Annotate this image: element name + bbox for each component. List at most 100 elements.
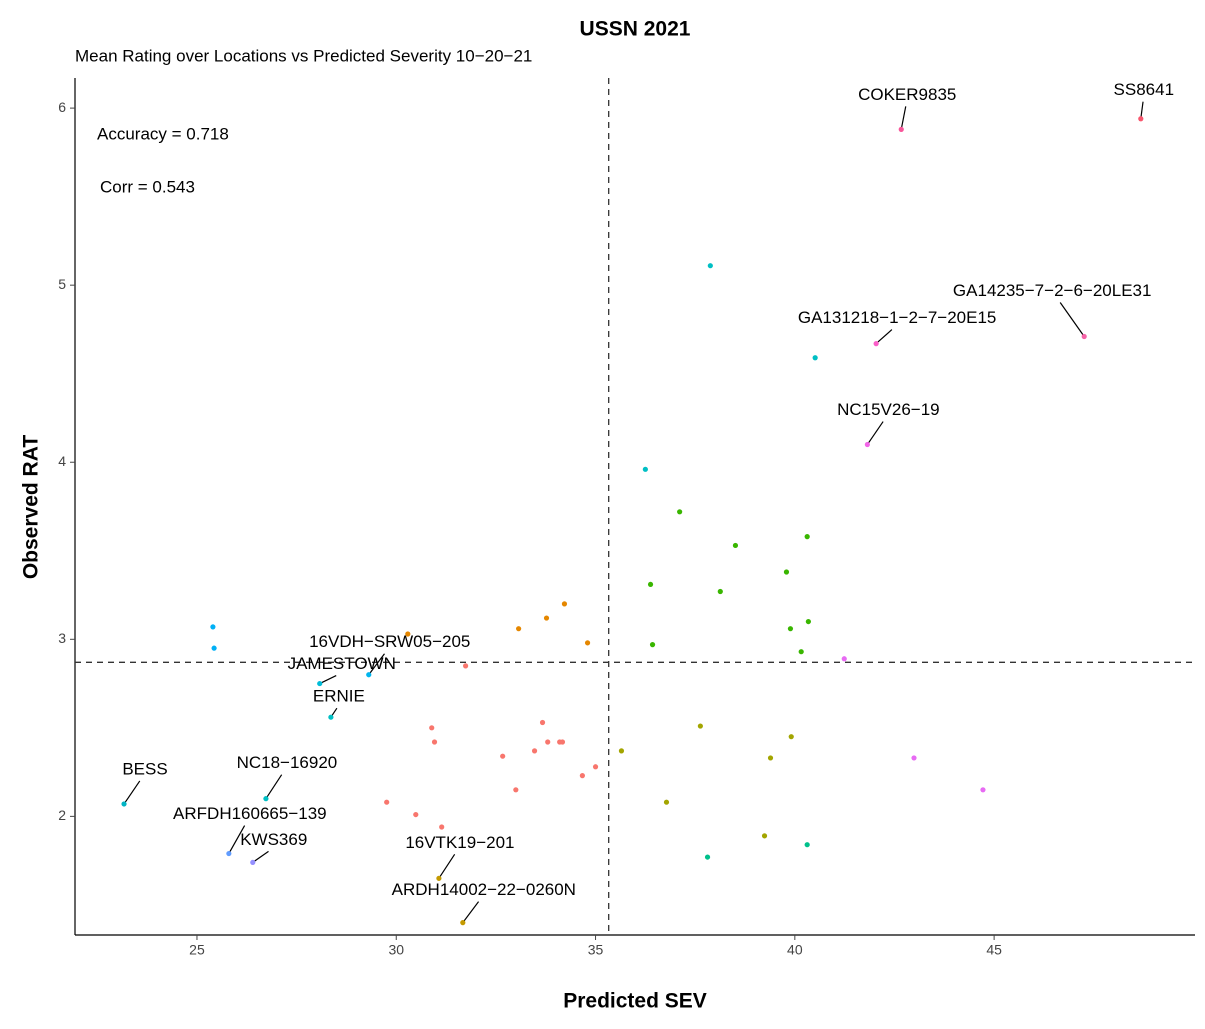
- point-label: KWS369: [240, 830, 307, 849]
- point: [543, 615, 550, 621]
- point: [618, 748, 625, 754]
- point: [677, 509, 683, 515]
- leader-line: [123, 780, 141, 805]
- point: [592, 764, 599, 770]
- point: [516, 626, 522, 632]
- point: [500, 753, 506, 759]
- point: [911, 755, 917, 761]
- x-tick-label: 45: [986, 942, 1002, 958]
- point: [841, 656, 847, 662]
- point: [798, 649, 804, 655]
- point: [436, 875, 442, 881]
- point: [767, 755, 774, 761]
- point-label: ARDH14002−22−0260N: [392, 880, 576, 899]
- point: [250, 859, 256, 866]
- leader-line: [228, 825, 246, 854]
- leader-line: [875, 329, 893, 345]
- point: [545, 739, 551, 745]
- leader-line: [368, 653, 385, 676]
- point: [647, 581, 654, 588]
- point: [317, 680, 323, 687]
- point: [788, 734, 794, 740]
- point: [717, 588, 723, 595]
- point: [704, 854, 711, 860]
- point: [561, 601, 568, 607]
- point-label: 16VTK19−201: [405, 833, 514, 852]
- point: [211, 645, 217, 651]
- leader-line: [900, 106, 907, 130]
- point: [328, 714, 334, 720]
- annotation: Corr = 0.543: [100, 177, 195, 196]
- point: [812, 355, 818, 361]
- x-tick-label: 25: [189, 942, 205, 958]
- leader-line: [438, 854, 456, 879]
- point: [366, 672, 372, 678]
- point-label: ARFDH160665−139: [173, 804, 327, 823]
- point-label: NC15V26−19: [837, 400, 940, 419]
- point: [579, 773, 585, 779]
- leader-line: [1140, 101, 1144, 119]
- leader-line: [1059, 302, 1085, 337]
- point: [413, 811, 419, 818]
- point-label: JAMESTOWN: [288, 654, 396, 673]
- point: [384, 799, 390, 805]
- y-tick-label: 2: [58, 807, 66, 823]
- point: [898, 126, 904, 132]
- point: [804, 534, 810, 540]
- x-tick-label: 30: [388, 942, 404, 958]
- x-tick-label: 40: [787, 942, 803, 958]
- point: [559, 739, 566, 745]
- annotation: Accuracy = 0.718: [97, 124, 229, 143]
- point: [787, 626, 794, 632]
- point: [873, 340, 879, 347]
- point-label: NC18−16920: [237, 753, 338, 772]
- chart-subtitle: Mean Rating over Locations vs Predicted …: [75, 46, 532, 65]
- point-label: GA131218−1−2−7−20E15: [798, 308, 997, 327]
- point-label: COKER9835: [858, 85, 956, 104]
- point: [697, 723, 703, 729]
- point: [642, 466, 648, 472]
- leader-line: [265, 774, 283, 799]
- leader-line: [252, 850, 269, 863]
- x-axis-label: Predicted SEV: [563, 990, 707, 1013]
- y-tick-label: 6: [58, 99, 66, 115]
- point: [405, 631, 411, 637]
- point: [431, 739, 438, 745]
- point-label: BESS: [122, 759, 167, 778]
- leader-line: [462, 901, 480, 923]
- point-label: SS8641: [1114, 80, 1175, 99]
- point: [584, 640, 591, 646]
- x-tick-label: 35: [588, 942, 604, 958]
- point: [263, 796, 269, 802]
- y-tick-label: 5: [58, 276, 66, 292]
- point: [531, 748, 538, 754]
- point: [805, 618, 811, 625]
- point: [761, 833, 768, 839]
- point: [1081, 333, 1087, 340]
- point: [513, 787, 519, 793]
- leader-line: [866, 421, 884, 445]
- chart-title: USSN 2021: [580, 18, 691, 41]
- y-tick-label: 3: [58, 630, 66, 646]
- leader-line: [319, 675, 337, 685]
- point: [210, 624, 216, 630]
- point-label: GA14235−7−2−6−20LE31: [953, 281, 1152, 300]
- point: [460, 920, 466, 926]
- point: [804, 842, 810, 848]
- point-label: ERNIE: [313, 687, 365, 706]
- point: [121, 801, 127, 807]
- point-label: 16VDH−SRW05−205: [309, 632, 470, 651]
- point: [226, 850, 232, 857]
- point: [980, 787, 986, 793]
- y-tick-label: 4: [58, 453, 66, 469]
- point: [864, 441, 870, 448]
- point: [649, 642, 656, 648]
- point: [783, 569, 790, 575]
- point: [1138, 116, 1144, 122]
- point: [429, 725, 435, 731]
- point: [707, 263, 713, 269]
- point: [663, 799, 670, 805]
